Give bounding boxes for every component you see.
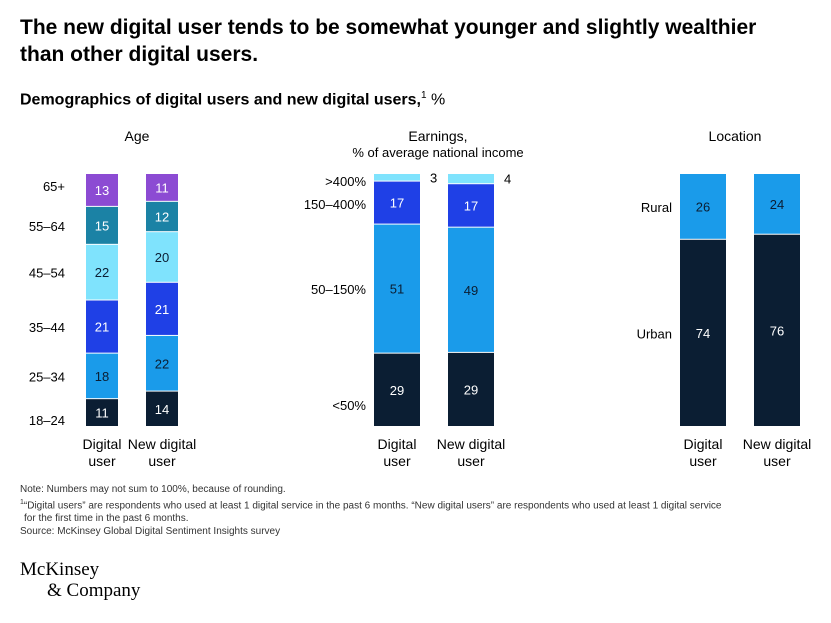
data-label: 11 <box>155 180 169 195</box>
category-label: user <box>457 453 485 469</box>
data-label: 22 <box>95 265 109 280</box>
bar-segment <box>448 352 494 426</box>
chart-title: Earnings, <box>408 128 467 144</box>
data-label: 76 <box>770 323 784 338</box>
bar-segment <box>86 244 118 300</box>
segment-label: Urban <box>637 326 672 341</box>
segment-label: 45–54 <box>29 266 65 281</box>
subtitle-unit: % <box>426 91 446 109</box>
bar-segment <box>448 184 494 227</box>
data-label: 49 <box>464 283 478 298</box>
chart-subtitle: Demographics of digital users and new di… <box>20 90 445 109</box>
charts-area: Age111821221513Digitaluser142221201211Ne… <box>29 128 812 469</box>
bar-segment <box>374 174 420 181</box>
data-label: 21 <box>95 320 109 335</box>
bar-segment <box>146 201 178 232</box>
note-definition-text: “Digital users” are respondents who used… <box>23 500 722 512</box>
category-label: user <box>88 453 116 469</box>
bar-segment <box>374 181 420 224</box>
data-label: 20 <box>155 250 169 265</box>
bar-segment <box>146 232 178 282</box>
segment-label: 55–64 <box>29 219 65 234</box>
chart-title: Age <box>125 128 150 144</box>
segment-label: 35–44 <box>29 320 65 335</box>
bar-segment <box>680 174 726 239</box>
segment-label: 150–400% <box>304 197 367 212</box>
logo-line-2: & Company <box>47 580 141 601</box>
data-label: 12 <box>155 210 169 225</box>
segment-label: 18–24 <box>29 413 65 428</box>
chart-age: Age111821221513Digitaluser142221201211Ne… <box>29 128 196 469</box>
subtitle-text: Demographics of digital users and new di… <box>20 91 421 109</box>
data-label: 15 <box>95 218 109 233</box>
bar-segment <box>146 282 178 335</box>
chart-title: Location <box>709 128 762 144</box>
bar-segment <box>86 399 118 426</box>
category-label: user <box>763 453 791 469</box>
bar-segment <box>86 174 118 206</box>
category-label: user <box>148 453 176 469</box>
note-definition: 1“Digital users” are respondents who use… <box>20 496 810 512</box>
data-label: 24 <box>770 197 784 212</box>
data-label: 4 <box>504 172 511 187</box>
bar-segment <box>374 224 420 353</box>
category-label: user <box>689 453 717 469</box>
data-label: 29 <box>390 383 404 398</box>
bar-segment <box>374 353 420 426</box>
bar-segment <box>86 206 118 244</box>
notes: Note: Numbers may not sum to 100%, becau… <box>20 483 810 538</box>
data-label: 13 <box>95 183 109 198</box>
data-label: 51 <box>390 282 404 297</box>
category-label: New digital <box>743 436 811 452</box>
headline: The new digital user tends to be somewha… <box>20 16 757 66</box>
bar-segment <box>86 353 118 399</box>
bar-segment <box>146 335 178 391</box>
segment-label: 25–34 <box>29 369 65 384</box>
subtitle-footnote-mark: 1 <box>420 90 427 101</box>
bar-segment <box>86 300 118 353</box>
note-definition-cont: for the first time in the past 6 months. <box>24 513 189 525</box>
bar-segment <box>146 174 178 201</box>
logo-line-1: McKinsey <box>20 559 100 580</box>
category-label: New digital <box>128 436 196 452</box>
category-label: Digital <box>684 436 723 452</box>
data-label: 26 <box>696 199 710 214</box>
chart-earnings: Earnings,% of average national income 29 5… <box>304 128 524 469</box>
data-label: 29 <box>464 382 478 397</box>
chart-subtitle: % of average national income <box>352 145 523 160</box>
data-label: 18 <box>95 369 109 384</box>
bar-segment <box>146 391 178 426</box>
note-source: Source: McKinsey Global Digital Sentimen… <box>20 526 281 538</box>
bar-segment <box>680 239 726 426</box>
data-label: 3 <box>430 170 437 185</box>
data-label: 17 <box>390 196 404 211</box>
category-label: Digital <box>378 436 417 452</box>
mckinsey-logo: McKinsey & Company <box>20 559 140 601</box>
bar-segment <box>754 174 800 234</box>
category-label: New digital <box>437 436 505 452</box>
data-label: 17 <box>464 198 478 213</box>
data-label: 22 <box>155 356 169 371</box>
segment-label: Rural <box>641 200 672 215</box>
bar-segment <box>754 234 800 426</box>
note-footnote-mark: 1 <box>20 499 24 506</box>
segment-label: 65+ <box>43 179 65 194</box>
bar-segment <box>448 227 494 352</box>
data-label: 14 <box>155 402 169 417</box>
note-rounding: Note: Numbers may not sum to 100%, becau… <box>20 484 286 495</box>
data-label: 21 <box>155 302 169 317</box>
category-label: user <box>383 453 411 469</box>
data-label: 11 <box>95 406 109 421</box>
data-label: 74 <box>696 326 710 341</box>
segment-label: >400% <box>325 174 366 189</box>
segment-label: 50–150% <box>311 282 366 297</box>
bar-segment <box>448 174 494 184</box>
category-label: Digital <box>83 436 122 452</box>
segment-label: <50% <box>332 398 366 413</box>
